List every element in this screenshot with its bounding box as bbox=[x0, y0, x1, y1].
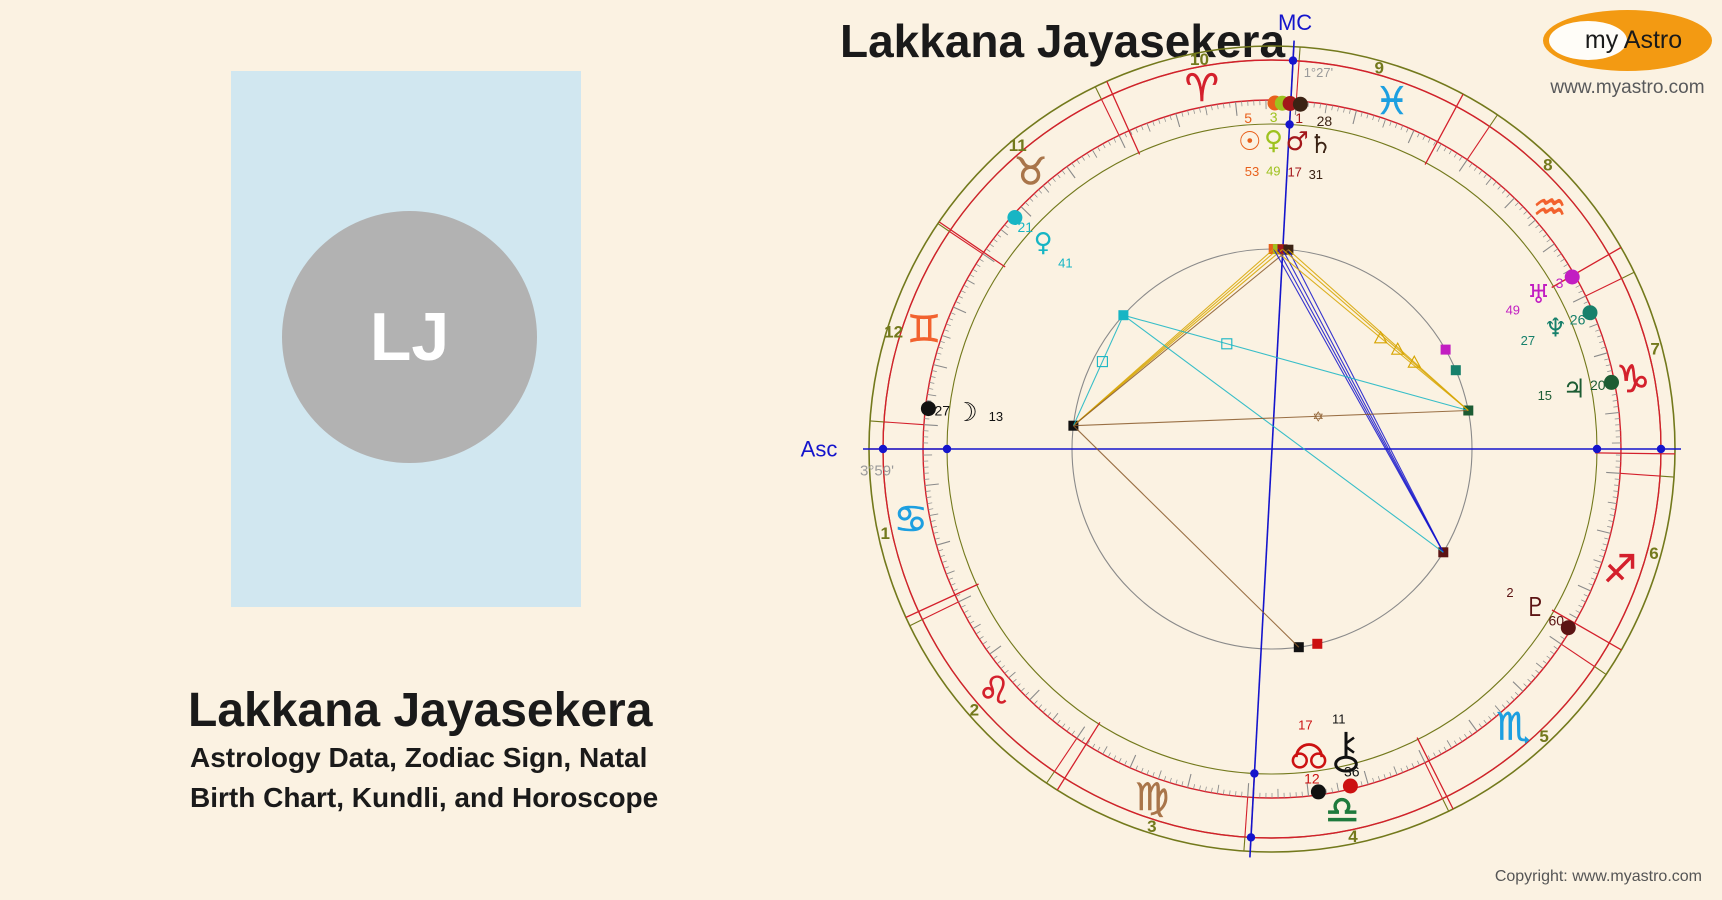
svg-text:27: 27 bbox=[935, 402, 951, 418]
svg-text:3: 3 bbox=[1556, 275, 1564, 291]
svg-text:2: 2 bbox=[970, 701, 979, 720]
svg-text:21: 21 bbox=[1018, 219, 1034, 235]
svg-text:♏: ♏ bbox=[1496, 705, 1530, 749]
svg-text:♒: ♒ bbox=[1533, 186, 1567, 230]
svg-text:12: 12 bbox=[1304, 771, 1320, 787]
svg-text:11: 11 bbox=[1009, 136, 1027, 155]
svg-text:♅: ♅ bbox=[1527, 280, 1550, 310]
svg-text:♎: ♎ bbox=[1325, 788, 1359, 832]
svg-text:♀: ♀ bbox=[1264, 126, 1283, 156]
svg-text:MC: MC bbox=[1278, 10, 1312, 35]
svg-text:20: 20 bbox=[1590, 377, 1606, 393]
svg-text:♋: ♋ bbox=[894, 497, 928, 541]
svg-text:3: 3 bbox=[1270, 109, 1278, 125]
svg-text:♆: ♆ bbox=[1544, 314, 1567, 344]
svg-text:27: 27 bbox=[1521, 333, 1535, 348]
svg-text:8: 8 bbox=[1543, 155, 1552, 174]
svg-text:17: 17 bbox=[1298, 718, 1312, 733]
svg-text:3°59': 3°59' bbox=[860, 463, 894, 480]
svg-text:53: 53 bbox=[1245, 164, 1259, 179]
svg-text:31: 31 bbox=[1309, 167, 1323, 182]
svg-text:12: 12 bbox=[884, 323, 903, 342]
svg-text:♌: ♌ bbox=[977, 668, 1011, 712]
svg-text:♃: ♃ bbox=[1563, 375, 1586, 405]
svg-text:✡: ✡ bbox=[1312, 408, 1324, 424]
svg-text:5: 5 bbox=[1539, 727, 1548, 746]
svg-text:☉: ☉ bbox=[1238, 127, 1261, 157]
svg-text:1: 1 bbox=[880, 524, 889, 543]
svg-text:♄: ♄ bbox=[1309, 130, 1332, 160]
svg-text:1°27': 1°27' bbox=[1304, 65, 1333, 80]
svg-text:15: 15 bbox=[1538, 388, 1552, 403]
svg-text:Asc: Asc bbox=[801, 437, 838, 462]
svg-text:3: 3 bbox=[1147, 817, 1156, 836]
svg-text:♂: ♂ bbox=[1285, 127, 1308, 157]
svg-text:41: 41 bbox=[1058, 256, 1072, 271]
svg-text:1: 1 bbox=[1295, 110, 1303, 126]
svg-text:♓: ♓ bbox=[1375, 79, 1409, 123]
svg-text:28: 28 bbox=[1317, 113, 1333, 129]
svg-text:13: 13 bbox=[989, 409, 1003, 424]
svg-text:6: 6 bbox=[1649, 544, 1658, 563]
svg-text:♑: ♑ bbox=[1616, 357, 1650, 401]
svg-text:2: 2 bbox=[1506, 585, 1513, 600]
svg-text:36: 36 bbox=[1344, 763, 1360, 779]
svg-text:7: 7 bbox=[1650, 339, 1659, 358]
svg-text:♈: ♈ bbox=[1185, 66, 1219, 110]
svg-text:17: 17 bbox=[1287, 164, 1301, 179]
svg-text:4: 4 bbox=[1348, 827, 1358, 846]
svg-text:60: 60 bbox=[1549, 613, 1565, 629]
svg-text:♐: ♐ bbox=[1603, 547, 1637, 591]
svg-text:9: 9 bbox=[1374, 58, 1383, 77]
svg-text:49: 49 bbox=[1266, 164, 1280, 179]
svg-text:♇: ♇ bbox=[1524, 593, 1547, 623]
svg-text:11: 11 bbox=[1332, 711, 1346, 726]
svg-text:26: 26 bbox=[1570, 311, 1586, 327]
svg-text:♀: ♀ bbox=[1034, 228, 1053, 258]
svg-text:♍: ♍ bbox=[1135, 775, 1169, 819]
svg-text:☽: ☽ bbox=[954, 398, 977, 428]
svg-text:10: 10 bbox=[1190, 50, 1209, 69]
svg-text:♉: ♉ bbox=[1014, 149, 1048, 193]
svg-text:5: 5 bbox=[1244, 110, 1252, 126]
svg-text:49: 49 bbox=[1506, 303, 1520, 318]
svg-text:♊: ♊ bbox=[907, 307, 941, 351]
